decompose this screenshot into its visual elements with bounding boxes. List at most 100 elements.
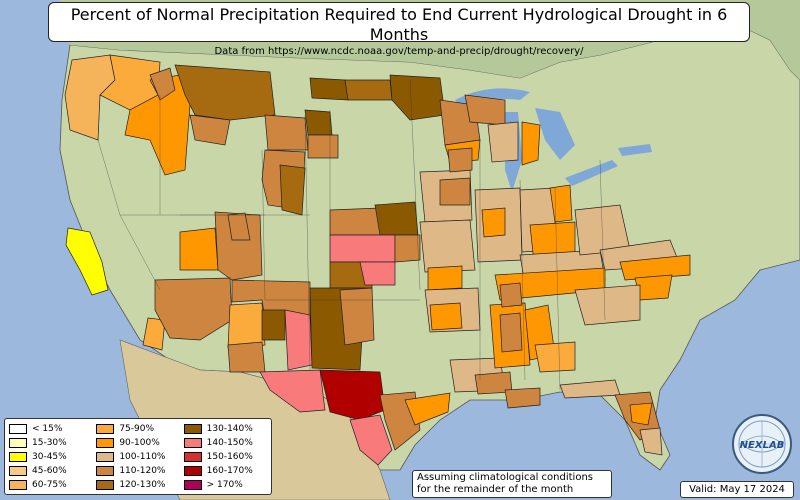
lake-erie <box>565 160 618 186</box>
legend-label: 60-75% <box>32 480 67 490</box>
region-california-1 <box>65 227 109 296</box>
region-tx-coast <box>404 392 451 426</box>
legend-label: 130-140% <box>206 424 253 434</box>
legend-label: > 170% <box>206 480 243 490</box>
legend-label: 160-170% <box>206 466 253 476</box>
legend-item: 15-30% <box>9 436 92 450</box>
region-ar-2 <box>429 302 463 331</box>
map-subtitle: Data from https://www.ncdc.noaa.gov/temp… <box>214 46 584 57</box>
region-ms-2 <box>499 312 523 353</box>
region-az-1 <box>154 277 233 341</box>
legend-item: 90-100% <box>96 436 179 450</box>
region-mi-lower <box>521 121 541 166</box>
region-mo-2 <box>427 265 463 291</box>
legend-swatch <box>9 452 27 462</box>
legend-swatch <box>96 438 115 448</box>
region-az-2 <box>227 302 266 349</box>
region-al-2 <box>534 341 576 373</box>
region-iowa-2 <box>439 177 471 206</box>
legend-label: 150-160% <box>206 452 253 462</box>
region-sc-1 <box>634 274 673 301</box>
legend-item: 160-170% <box>183 464 267 478</box>
region-tn-2 <box>499 282 523 308</box>
region-mo-1 <box>419 219 476 273</box>
region-la-3 <box>504 387 541 409</box>
legend-item: 75-90% <box>96 422 179 436</box>
region-tx-south <box>349 414 393 466</box>
region-fl-2 <box>629 402 653 426</box>
legend-label: 30-45% <box>32 452 67 462</box>
region-cal-south <box>142 317 166 351</box>
region-wyoming <box>264 114 309 151</box>
region-sd-2 <box>307 134 339 159</box>
legend-item: 60-75% <box>9 478 92 492</box>
legend-item: 45-60% <box>9 464 92 478</box>
region-nm-pink <box>284 309 313 371</box>
legend-swatch <box>9 480 27 490</box>
legend-swatch <box>96 452 115 462</box>
legend-label: 90-100% <box>119 438 160 448</box>
region-oregon <box>149 67 176 101</box>
assumption-note: Assuming climatological conditions for t… <box>412 470 612 498</box>
region-ok-2 <box>359 261 396 286</box>
region-sd-west <box>304 109 333 136</box>
lake-huron <box>535 108 575 160</box>
region-ne-2 <box>374 201 419 236</box>
region-nd-1 <box>309 77 349 101</box>
legend-item: > 170% <box>183 478 267 492</box>
region-il-2 <box>481 207 506 238</box>
legend-swatch <box>96 424 115 434</box>
legend-swatch <box>9 438 27 448</box>
legend-item: 100-110% <box>96 450 179 464</box>
region-tx-mid <box>339 287 375 346</box>
legend-swatch <box>183 466 202 476</box>
legend-item: 30-45% <box>9 450 92 464</box>
legend-item: 110-120% <box>96 464 179 478</box>
note-line-1: Assuming climatological conditions <box>417 472 593 483</box>
region-utah-2 <box>214 211 263 281</box>
region-montana-2 <box>189 114 231 146</box>
region-nm-2 <box>261 309 286 341</box>
legend-label: < 15% <box>32 424 63 434</box>
lake-ontario <box>618 144 652 156</box>
logo-text: NEXLAB <box>740 440 785 451</box>
map-title: Percent of Normal Precipitation Required… <box>70 5 728 44</box>
region-utah-1 <box>179 227 219 271</box>
region-nv-1 <box>227 212 251 241</box>
region-nc-1 <box>619 254 691 281</box>
legend-swatch <box>9 466 27 476</box>
legend-label: 110-120% <box>119 466 166 476</box>
region-colorado-2 <box>279 164 306 216</box>
region-nd-2 <box>344 79 393 101</box>
legend-label: 100-110% <box>119 452 166 462</box>
legend-item: 130-140% <box>183 422 267 436</box>
region-kansas <box>329 234 396 263</box>
note-line-2: for the remainder of the month <box>417 484 574 495</box>
region-mi-2 <box>487 121 519 163</box>
region-tx-west-pink <box>259 369 326 413</box>
legend-label: 45-60% <box>32 466 67 476</box>
legend-item: 150-160% <box>183 450 267 464</box>
legend-label: 120-130% <box>119 480 166 490</box>
drought-regions <box>64 54 691 466</box>
legend-label: 75-90% <box>119 424 155 434</box>
legend-swatch <box>183 438 202 448</box>
legend-swatch <box>96 466 115 476</box>
legend-swatch <box>96 480 115 490</box>
legend-item: 120-130% <box>96 478 179 492</box>
state-borders <box>97 79 606 391</box>
legend-item: 140-150% <box>183 436 267 450</box>
region-fl-3 <box>639 427 663 456</box>
region-ne-1 <box>329 207 383 236</box>
region-ia-3 <box>447 147 473 173</box>
region-tx-center <box>319 369 386 421</box>
legend-label: 15-30% <box>32 438 67 448</box>
region-kansas-e <box>394 234 421 263</box>
legend-swatch <box>183 424 202 434</box>
legend-label: 140-150% <box>206 438 253 448</box>
region-mn-1 <box>389 74 446 121</box>
nexlab-logo-icon: NEXLAB <box>732 414 792 474</box>
legend-swatch <box>183 452 202 462</box>
title-box: Percent of Normal Precipitation Required… <box>48 2 750 57</box>
legend: < 15% 15-30% 30-45% 45-60% 60-75% 75-90% 90-10… <box>4 418 272 495</box>
